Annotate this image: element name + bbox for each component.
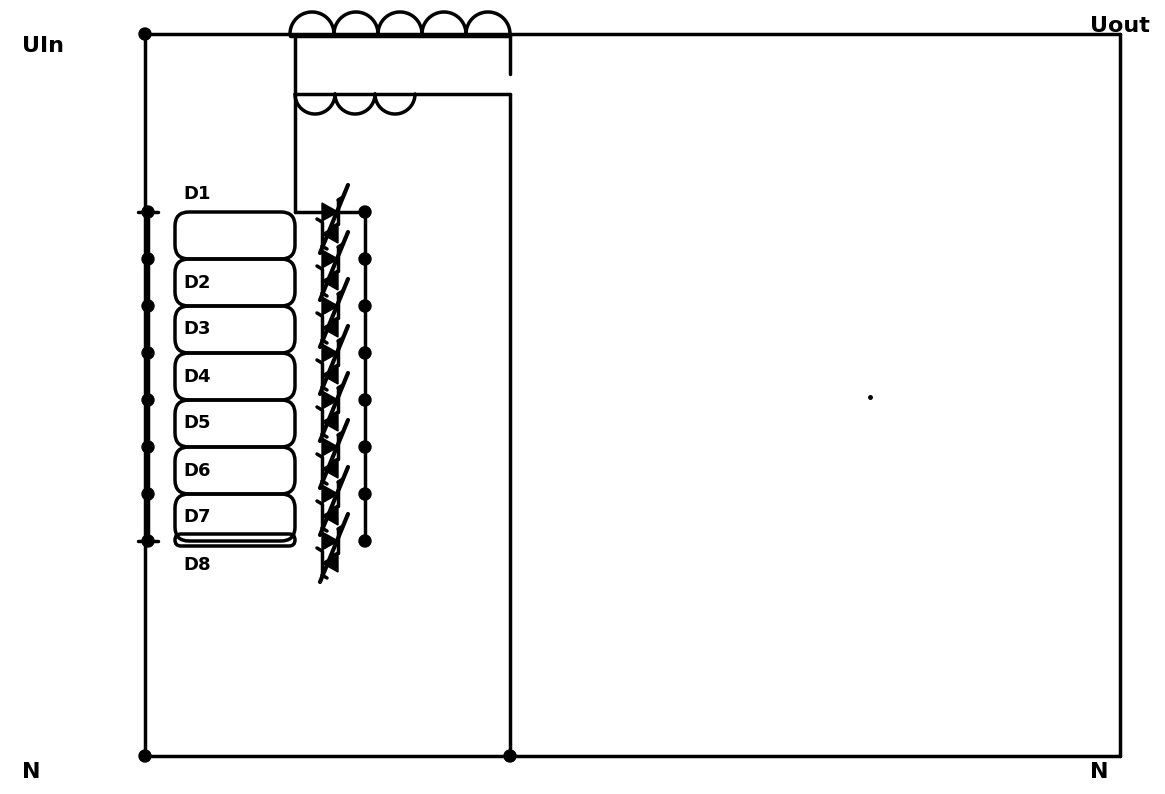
- Polygon shape: [322, 554, 338, 572]
- Text: D6: D6: [183, 461, 211, 480]
- Circle shape: [142, 253, 154, 265]
- Text: D5: D5: [183, 414, 211, 433]
- Circle shape: [142, 394, 154, 406]
- Text: Uout: Uout: [1090, 16, 1150, 36]
- Text: D2: D2: [183, 273, 211, 291]
- Polygon shape: [322, 507, 338, 525]
- Text: N: N: [22, 762, 41, 782]
- Text: D1: D1: [183, 185, 211, 203]
- Polygon shape: [322, 203, 338, 221]
- Polygon shape: [322, 366, 338, 384]
- Text: UIn: UIn: [22, 36, 64, 56]
- Polygon shape: [322, 250, 338, 268]
- Polygon shape: [322, 297, 338, 315]
- Circle shape: [359, 347, 370, 359]
- Polygon shape: [322, 532, 338, 550]
- Polygon shape: [322, 485, 338, 503]
- Polygon shape: [322, 460, 338, 478]
- Circle shape: [142, 488, 154, 500]
- Circle shape: [359, 300, 370, 312]
- Circle shape: [359, 206, 370, 218]
- Circle shape: [142, 347, 154, 359]
- Circle shape: [359, 488, 370, 500]
- Circle shape: [139, 28, 151, 40]
- Circle shape: [142, 206, 154, 218]
- Polygon shape: [322, 391, 338, 409]
- Circle shape: [142, 300, 154, 312]
- Text: D4: D4: [183, 368, 211, 386]
- Text: D3: D3: [183, 321, 211, 338]
- Text: D8: D8: [183, 556, 211, 573]
- Circle shape: [359, 441, 370, 453]
- Circle shape: [359, 253, 370, 265]
- Circle shape: [504, 750, 516, 762]
- Polygon shape: [322, 319, 338, 337]
- Circle shape: [359, 535, 370, 547]
- Text: N: N: [1090, 762, 1109, 782]
- Circle shape: [142, 535, 154, 547]
- Polygon shape: [322, 413, 338, 431]
- Circle shape: [142, 441, 154, 453]
- Text: D7: D7: [183, 508, 211, 526]
- Polygon shape: [322, 272, 338, 290]
- Circle shape: [359, 394, 370, 406]
- Polygon shape: [322, 225, 338, 243]
- Circle shape: [139, 750, 151, 762]
- Polygon shape: [322, 438, 338, 456]
- Polygon shape: [322, 344, 338, 362]
